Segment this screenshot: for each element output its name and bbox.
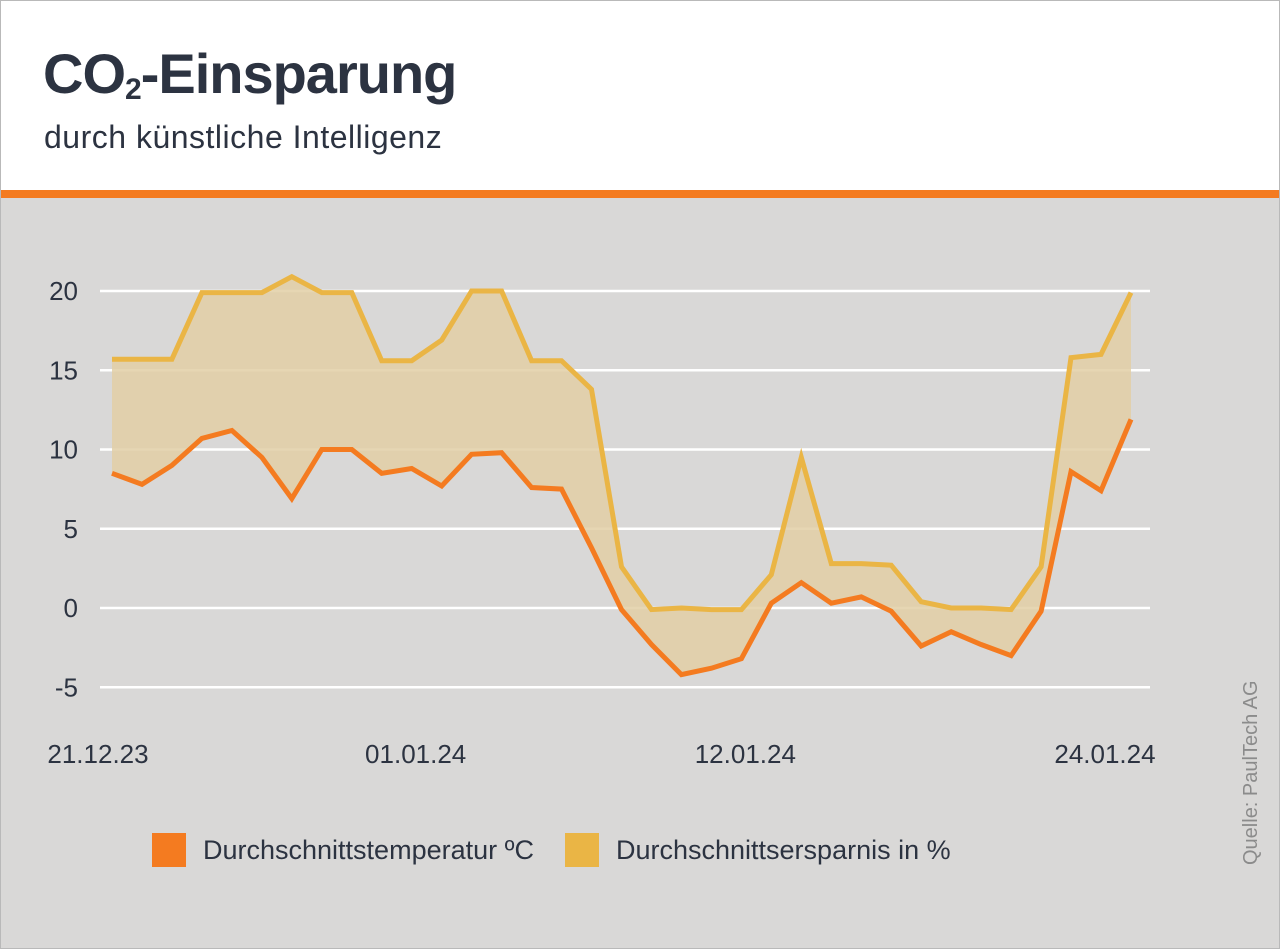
x-tick-label: 21.12.23 — [47, 739, 148, 769]
legend: Durchschnittstemperatur ºC Durchschnitts… — [152, 833, 982, 867]
y-axis-ticks: 20 15 10 5 0 -5 — [49, 276, 78, 702]
accent-bar — [1, 190, 1279, 198]
y-tick-label: -5 — [55, 672, 78, 702]
line-chart: 20 15 10 5 0 -5 21.12.23 01.01.24 12.01.24 24.01… — [47, 273, 1156, 769]
y-tick-label: 5 — [64, 514, 78, 544]
legend-swatch-savings — [564, 833, 599, 867]
x-tick-label: 12.01.24 — [695, 739, 796, 769]
x-tick-label: 24.01.24 — [1054, 739, 1155, 769]
y-tick-label: 20 — [49, 276, 78, 306]
y-tick-label: 10 — [49, 435, 78, 465]
title-text-rest: -Einsparung — [140, 42, 458, 105]
legend-label-temperature: Durchschnittstemperatur ºC — [203, 834, 534, 865]
legend-label-savings: Durchschnittsersparnis in % — [615, 834, 951, 865]
title-text: CO — [43, 42, 126, 105]
legend-swatch-temperature — [152, 833, 186, 867]
series-lines — [111, 273, 1134, 678]
title-subscript: 2 — [125, 73, 142, 106]
y-tick-label: 0 — [64, 593, 78, 623]
area-between-series — [112, 276, 1131, 675]
page-title: CO2-Einsparung — [43, 41, 458, 107]
y-tick-label: 15 — [49, 355, 78, 385]
header: CO2-Einsparung durch künstliche Intellig… — [1, 1, 1279, 190]
x-axis-ticks: 21.12.23 01.01.24 12.01.24 24.01.24 — [47, 739, 1155, 769]
x-tick-label: 01.01.24 — [365, 739, 466, 769]
page-subtitle: durch künstliche Intelligenz — [44, 119, 443, 155]
source-note: Quelle: PaulTech AG — [1240, 680, 1262, 865]
